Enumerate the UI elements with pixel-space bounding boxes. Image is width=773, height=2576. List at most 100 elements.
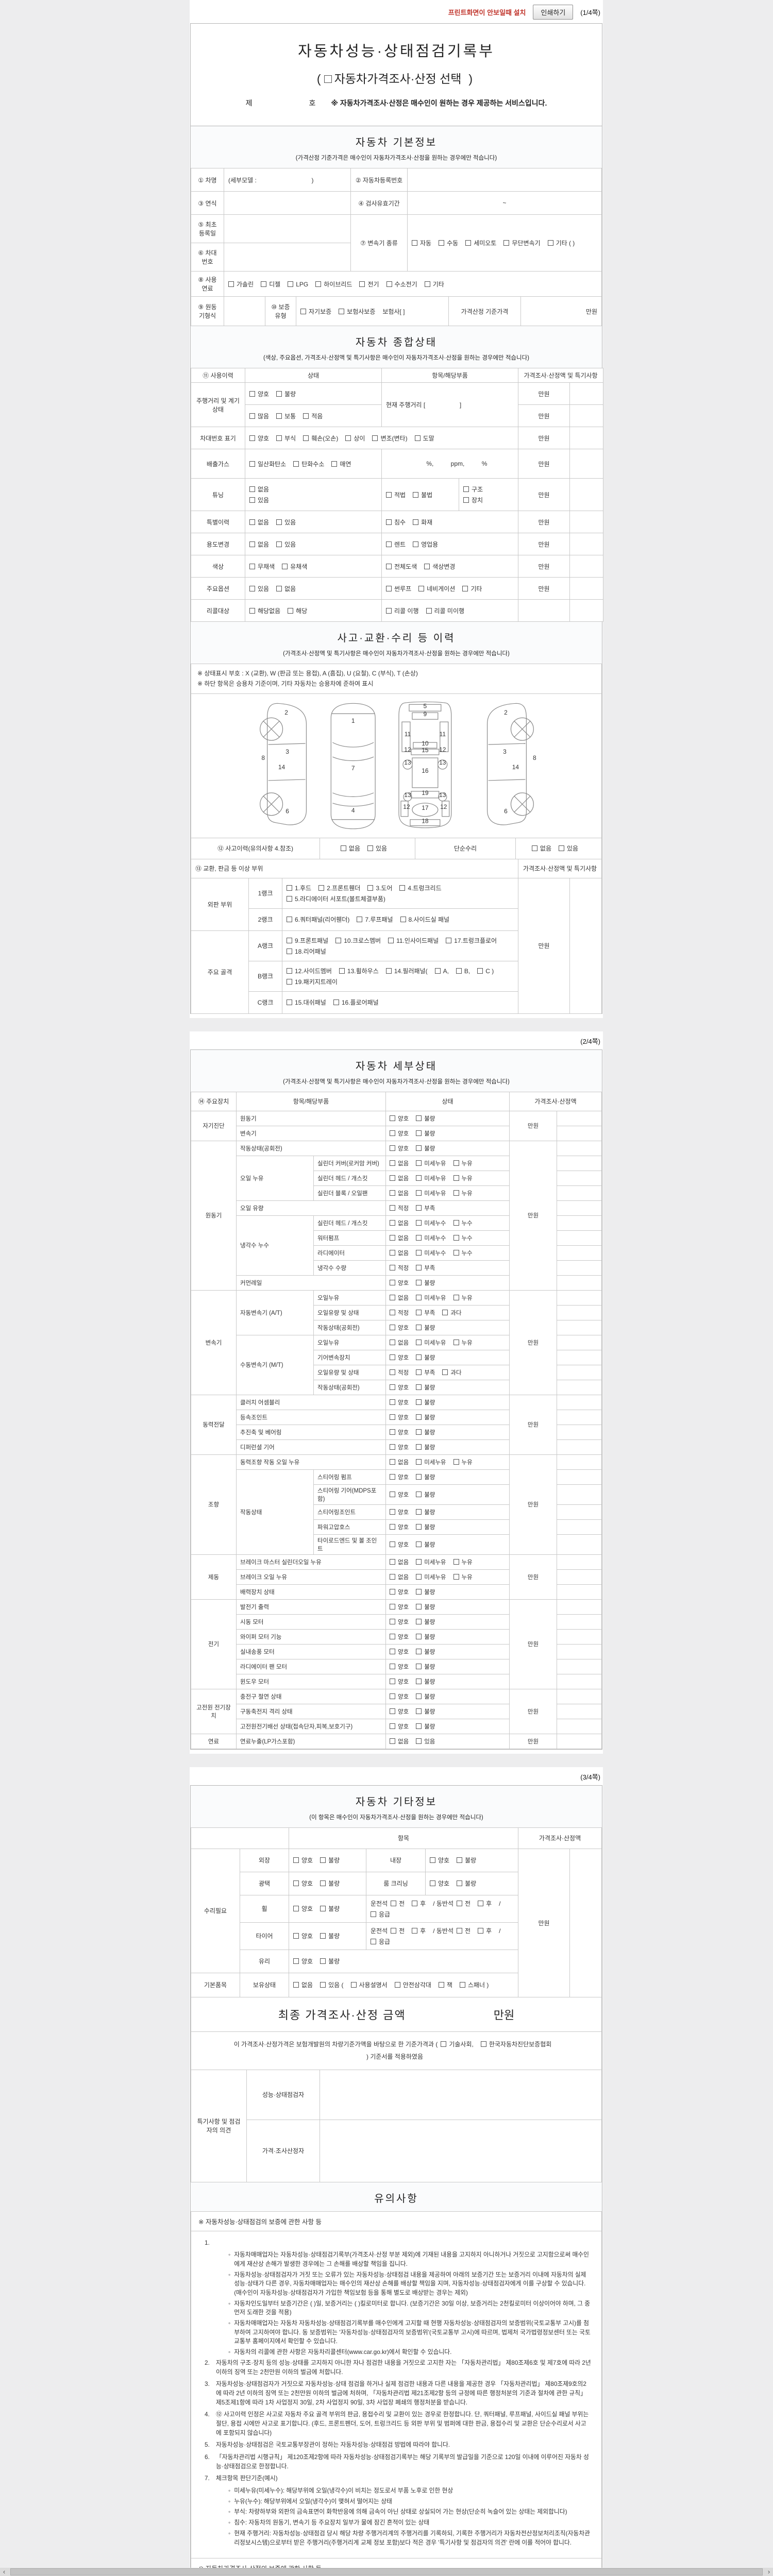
checkbox[interactable] [386, 607, 392, 614]
checkbox[interactable] [287, 999, 292, 1006]
checkbox[interactable] [453, 1573, 459, 1580]
remark-cell[interactable] [557, 1469, 602, 1485]
checkbox[interactable] [390, 1473, 396, 1480]
checkbox[interactable] [320, 1958, 326, 1964]
checkbox[interactable] [261, 281, 267, 287]
checkbox[interactable] [531, 845, 537, 852]
checkbox[interactable] [453, 1558, 459, 1565]
checkbox[interactable] [390, 1115, 396, 1121]
checkbox[interactable] [416, 1444, 422, 1450]
checkbox[interactable] [416, 1558, 422, 1565]
checkbox[interactable] [228, 281, 234, 287]
scroll-left-arrow[interactable]: ‹ [3, 2568, 6, 2575]
checkbox[interactable] [276, 541, 282, 547]
remark-cell[interactable] [557, 1200, 602, 1216]
remark-cell[interactable] [557, 1484, 602, 1505]
checkbox[interactable] [416, 1264, 422, 1270]
remark-cell[interactable] [557, 1155, 602, 1171]
scrollbar-thumb[interactable] [10, 2568, 763, 2575]
checkbox[interactable] [390, 1618, 396, 1624]
checkbox[interactable] [390, 1279, 396, 1285]
checkbox[interactable] [372, 435, 378, 441]
checkbox[interactable] [453, 1249, 459, 1256]
checkbox[interactable] [335, 937, 342, 943]
rank-remark-cell[interactable] [569, 877, 602, 1014]
remark-cell[interactable] [557, 1245, 602, 1261]
remark-cell[interactable] [557, 1504, 602, 1520]
checkbox[interactable] [459, 1982, 465, 1988]
checkbox[interactable] [416, 1175, 422, 1181]
checkbox[interactable] [287, 917, 292, 923]
checkbox[interactable] [453, 1234, 459, 1241]
checkbox[interactable] [293, 461, 299, 467]
checkbox[interactable] [390, 1648, 396, 1654]
remark-cell[interactable] [557, 1394, 602, 1410]
current-mileage-field[interactable]: 현재 주행거리 [ ] [381, 382, 519, 427]
checkbox[interactable] [293, 1982, 299, 1988]
checkbox[interactable] [287, 885, 292, 891]
remark-cell[interactable] [569, 478, 604, 511]
checkbox[interactable] [276, 391, 282, 397]
checkbox[interactable] [390, 1429, 396, 1435]
checkbox[interactable] [282, 563, 288, 569]
checkbox[interactable] [453, 1339, 459, 1345]
checkbox[interactable] [249, 486, 255, 492]
checkbox[interactable] [416, 1160, 422, 1166]
checkbox[interactable] [249, 497, 255, 503]
checkbox[interactable] [400, 917, 406, 923]
remark-cell[interactable] [569, 599, 604, 622]
remark-cell[interactable] [557, 1125, 602, 1141]
checkbox[interactable] [416, 1145, 422, 1151]
checkbox[interactable] [287, 968, 292, 974]
checkbox[interactable] [438, 1982, 444, 1988]
checkbox[interactable] [303, 435, 309, 441]
checkbox[interactable] [416, 1249, 422, 1256]
checkbox[interactable] [288, 607, 294, 614]
appraiser-opinion-field[interactable] [320, 2119, 602, 2182]
checkbox[interactable] [430, 1857, 435, 1863]
checkbox[interactable] [303, 413, 309, 419]
checkbox[interactable] [390, 1633, 396, 1639]
checkbox[interactable] [293, 1857, 299, 1863]
checkbox[interactable] [477, 968, 483, 974]
checkbox[interactable] [416, 1279, 422, 1285]
checkbox[interactable] [442, 1369, 448, 1375]
checkbox[interactable] [416, 1429, 422, 1435]
checkbox[interactable] [416, 1294, 422, 1300]
checkbox[interactable] [249, 519, 255, 525]
checkbox[interactable] [386, 585, 392, 591]
remark-cell[interactable] [557, 1673, 602, 1689]
remark-cell[interactable] [557, 1379, 602, 1395]
checkbox[interactable] [426, 607, 432, 614]
checkbox[interactable] [371, 1938, 376, 1944]
checkbox[interactable] [390, 1509, 396, 1515]
checkbox[interactable] [453, 1294, 459, 1300]
checkbox[interactable] [416, 1573, 422, 1580]
checkbox[interactable] [416, 1414, 422, 1420]
checkbox[interactable] [386, 519, 392, 525]
checkbox[interactable] [386, 492, 392, 498]
checkbox[interactable] [386, 541, 392, 547]
checkbox[interactable] [416, 1723, 422, 1729]
checkbox[interactable] [416, 1339, 422, 1345]
checkbox[interactable] [416, 1354, 422, 1360]
checkbox[interactable] [339, 968, 345, 974]
remark-cell[interactable] [557, 1614, 602, 1630]
checkbox[interactable] [453, 1459, 459, 1465]
checkbox[interactable] [390, 1663, 396, 1669]
checkbox[interactable] [276, 585, 282, 591]
remark-cell[interactable] [569, 511, 604, 533]
checkbox[interactable] [390, 1541, 396, 1547]
checkbox[interactable] [413, 541, 419, 547]
checkbox[interactable] [457, 1880, 463, 1887]
remark-cell[interactable] [569, 577, 604, 600]
checkbox[interactable] [249, 585, 255, 591]
print-button[interactable]: 인쇄하기 [533, 5, 574, 20]
checkbox[interactable] [457, 1900, 463, 1906]
checkbox[interactable] [453, 1219, 459, 1226]
checkbox[interactable] [412, 1927, 418, 1934]
checkbox[interactable] [394, 1982, 400, 1988]
checkbox[interactable] [416, 1399, 422, 1405]
checkbox[interactable] [390, 1708, 396, 1714]
checkbox[interactable] [390, 1130, 396, 1136]
